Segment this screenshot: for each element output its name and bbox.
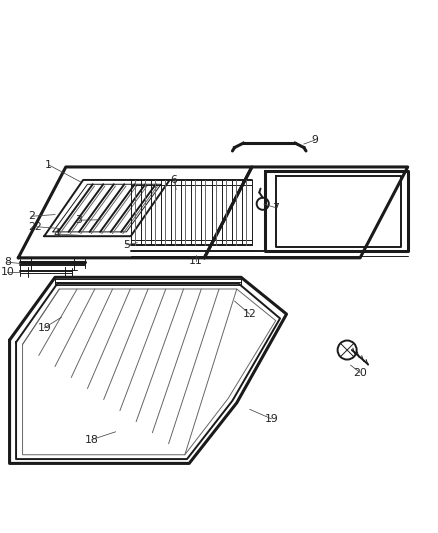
Text: 7: 7 (272, 203, 279, 213)
Text: 2: 2 (28, 211, 35, 221)
Text: 5: 5 (123, 240, 130, 250)
Text: 6: 6 (170, 175, 177, 185)
Text: 4: 4 (54, 229, 60, 239)
Text: 19: 19 (265, 414, 278, 424)
Text: 20: 20 (353, 368, 367, 377)
Text: 22: 22 (28, 222, 42, 232)
Text: 10: 10 (0, 267, 14, 277)
Text: 9: 9 (311, 135, 318, 145)
Text: 12: 12 (243, 309, 257, 319)
Text: 8: 8 (4, 257, 11, 267)
Text: 1: 1 (45, 160, 52, 170)
Text: 11: 11 (189, 256, 202, 266)
Text: 18: 18 (85, 434, 99, 445)
Text: 3: 3 (75, 215, 82, 225)
Text: 19: 19 (37, 323, 51, 333)
